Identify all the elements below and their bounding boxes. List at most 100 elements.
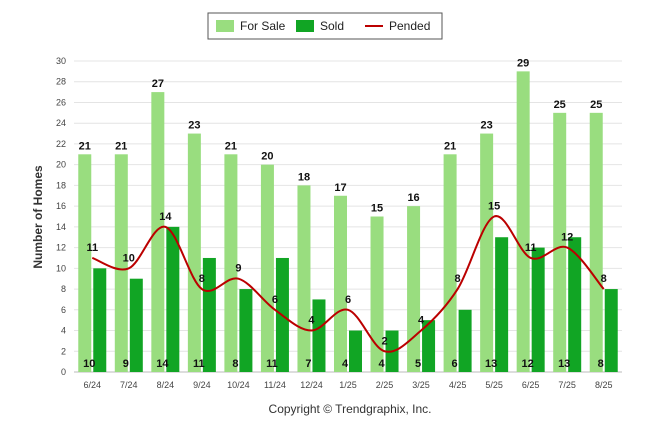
sold-label: 8 (232, 358, 238, 370)
sold-label: 7 (305, 358, 311, 370)
for-sale-label: 21 (79, 140, 91, 152)
data-labels: 21 10 21 9 27 14 23 11 21 8 20 11 18 7 17 4 15 4 16 5 21 6 23 1… (79, 57, 607, 370)
sold-label: 8 (598, 358, 604, 370)
y-tick-label: 26 (56, 97, 66, 107)
y-tick-label: 12 (56, 243, 66, 253)
for-sale-label: 25 (554, 99, 566, 111)
sold-bar (458, 309, 472, 372)
y-tick-label: 14 (56, 222, 66, 232)
pended-label: 14 (159, 211, 172, 223)
sold-label: 11 (266, 358, 278, 370)
y-tick-label: 2 (61, 346, 66, 356)
sold-bar (239, 289, 253, 372)
for-sale-label: 16 (407, 192, 419, 204)
pended-label: 2 (381, 335, 387, 347)
sold-bar (422, 320, 436, 372)
sold-bar (202, 257, 216, 372)
sold-bar (349, 330, 362, 372)
sold-label: 11 (193, 358, 205, 370)
x-tick-label: 2/25 (376, 380, 394, 390)
for-sale-label: 18 (298, 171, 310, 183)
for-sale-label: 23 (481, 120, 493, 132)
sold-label: 13 (558, 358, 570, 370)
for-sale-bar (78, 154, 92, 372)
x-tick-label: 7/25 (558, 380, 576, 390)
sold-label: 14 (156, 358, 169, 370)
sold-label: 4 (378, 358, 385, 370)
sold-bar (604, 289, 618, 372)
y-tick-label: 8 (61, 284, 66, 294)
pended-label: 4 (308, 315, 315, 327)
for-sale-label: 25 (590, 99, 602, 111)
y-tick-label: 4 (61, 326, 66, 336)
sold-label: 10 (83, 358, 95, 370)
legend-swatch (216, 20, 234, 32)
for-sale-bar (187, 133, 201, 372)
x-tick-label: 11/24 (264, 380, 286, 390)
y-tick-label: 10 (56, 263, 66, 273)
for-sale-bar (480, 133, 494, 372)
sold-bar (495, 237, 509, 372)
x-tick-label: 10/24 (227, 380, 250, 390)
x-tick-label: 6/24 (84, 380, 102, 390)
pended-label: 4 (418, 315, 425, 327)
y-tick-label: 22 (56, 139, 66, 149)
legend-swatch (296, 20, 314, 32)
for-sale-label: 20 (261, 151, 273, 163)
y-tick-label: 18 (56, 180, 66, 190)
for-sale-label: 27 (152, 78, 164, 90)
for-sale-label: 21 (115, 140, 127, 152)
pended-label: 11 (525, 242, 537, 254)
copyright-credit: Copyright © Trendgraphix, Inc. (269, 402, 432, 416)
sold-bar (568, 237, 582, 372)
x-tick-label: 8/25 (595, 380, 613, 390)
x-tick-label: 6/25 (522, 380, 540, 390)
for-sale-label: 23 (188, 120, 200, 132)
y-axis-title: Number of Homes (31, 165, 45, 269)
for-sale-bar (553, 112, 567, 372)
for-sale-label: 21 (225, 140, 237, 152)
sold-label: 5 (415, 358, 421, 370)
pended-label: 8 (455, 273, 461, 285)
for-sale-label: 29 (517, 57, 529, 69)
x-tick-label: 4/25 (449, 380, 467, 390)
y-tick-label: 24 (56, 118, 66, 128)
pended-label: 9 (235, 263, 241, 275)
sold-label: 13 (485, 358, 497, 370)
for-sale-bar (407, 206, 421, 372)
bars (78, 71, 618, 372)
for-sale-label: 21 (444, 140, 456, 152)
sold-label: 4 (342, 358, 349, 370)
sold-bar (312, 299, 326, 372)
pended-label: 8 (601, 273, 607, 285)
y-tick-label: 16 (56, 201, 66, 211)
sold-label: 9 (123, 358, 129, 370)
for-sale-bar (114, 154, 128, 372)
legend-label: For Sale (240, 19, 286, 33)
sold-bar (129, 278, 143, 372)
pended-label: 8 (199, 273, 205, 285)
legend-label: Pended (389, 19, 430, 33)
y-tick-label: 28 (56, 77, 66, 87)
legend-label: Sold (320, 19, 344, 33)
pended-label: 6 (345, 294, 351, 306)
for-sale-bar (516, 71, 530, 372)
sold-label: 12 (522, 358, 534, 370)
x-tick-label: 8/24 (157, 380, 175, 390)
sold-bar (531, 247, 545, 372)
for-sale-bar (370, 216, 384, 372)
x-tick-labels: 6/24 7/24 8/24 9/24 10/24 11/24 12/24 1/25 2/25 3… (84, 380, 613, 390)
x-tick-label: 5/25 (485, 380, 503, 390)
x-tick-label: 12/24 (300, 380, 323, 390)
legend: For Sale Sold Pended (207, 12, 443, 40)
pended-label: 10 (123, 252, 135, 264)
y-tick-label: 0 (61, 367, 66, 377)
for-sale-bar (260, 164, 274, 372)
y-tick-label: 30 (56, 56, 66, 66)
sold-bar (166, 226, 180, 372)
for-sale-bar (151, 92, 165, 372)
for-sale-label: 15 (371, 203, 383, 215)
pended-line-path (91, 215, 605, 353)
